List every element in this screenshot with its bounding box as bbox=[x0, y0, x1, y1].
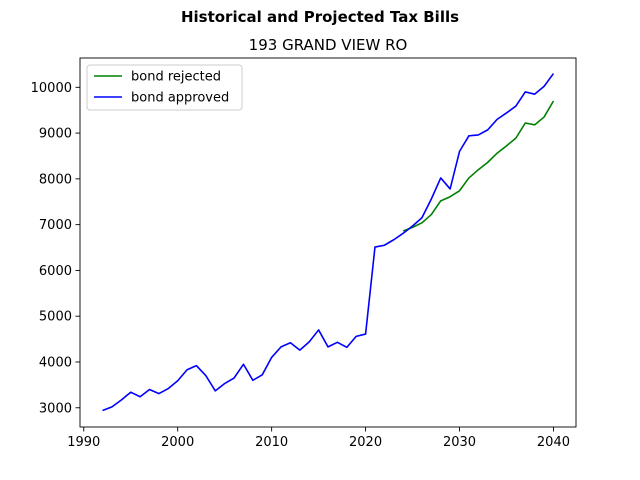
y-tick-label: 10000 bbox=[31, 81, 72, 96]
plot-area bbox=[79, 57, 577, 428]
y-tick-label: 8000 bbox=[39, 172, 72, 187]
x-tick-label: 2030 bbox=[443, 435, 476, 450]
series-line-bond-rejected bbox=[402, 100, 555, 232]
x-tick-label: 2020 bbox=[349, 435, 382, 450]
y-tick-label: 9000 bbox=[39, 127, 72, 142]
chart-title: Historical and Projected Tax Bills bbox=[181, 8, 459, 26]
y-tick-label: 6000 bbox=[39, 264, 72, 279]
legend: bond rejected bond approved bbox=[86, 64, 243, 111]
series-line-bond-approved bbox=[102, 73, 555, 412]
axes-frame bbox=[79, 57, 577, 428]
legend-label: bond approved bbox=[131, 91, 229, 106]
chart-subtitle: 193 GRAND VIEW RO bbox=[249, 36, 408, 54]
axis-ticks: 1990 2000 2010 2020 2030 2040 3000 4000 5000 6000… bbox=[31, 81, 570, 450]
x-tick-label: 2010 bbox=[255, 435, 288, 450]
y-tick-label: 3000 bbox=[39, 401, 72, 416]
y-tick-label: 4000 bbox=[39, 355, 72, 370]
y-tick-label: 5000 bbox=[39, 310, 72, 325]
legend-box bbox=[86, 64, 243, 111]
y-tick-label: 7000 bbox=[39, 218, 72, 233]
x-tick-label: 2000 bbox=[161, 435, 194, 450]
x-tick-label: 1990 bbox=[67, 435, 100, 450]
x-tick-label: 2040 bbox=[537, 435, 570, 450]
legend-label: bond rejected bbox=[131, 70, 221, 85]
